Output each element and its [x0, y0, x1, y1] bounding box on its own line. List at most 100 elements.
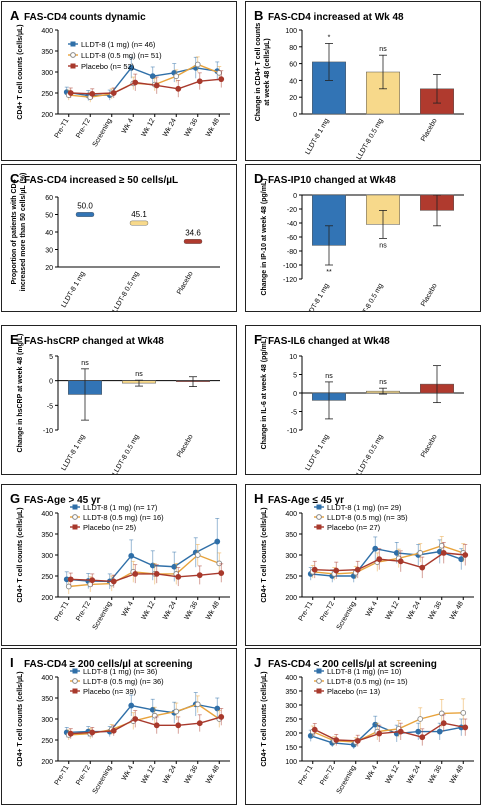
y-tick-label: 5 — [49, 354, 53, 361]
y-tick-label: 10 — [289, 354, 297, 361]
y-tick-label: 200 — [285, 595, 297, 602]
x-tick-label: Placebo — [420, 117, 439, 142]
chart-c: C FAS-CD4 increased ≥ 50 cells/µL 20 30 40 50… — [10, 171, 220, 311]
x-tick-label: LLDT-8 1 mg — [304, 433, 330, 472]
x-tick-label: Wk 12 — [140, 600, 156, 621]
y-tick-label: 200 — [285, 731, 297, 738]
data-point — [175, 722, 182, 729]
x-tick-label: LLDT-8 1 mg — [60, 270, 86, 309]
x-tick-label: Pre-T2 — [75, 600, 92, 622]
data-point — [67, 576, 74, 583]
y-axis-label: CD4+ T cell counts (cells/µL) — [17, 24, 24, 119]
chart-title: FAS-IP10 changed at Wk48 — [268, 175, 396, 186]
data-point — [372, 545, 379, 552]
y-tick-label: 400 — [41, 675, 53, 682]
data-point — [419, 564, 426, 571]
data-point — [440, 720, 447, 727]
panel-letter-b: B — [254, 8, 263, 23]
data-point — [75, 212, 95, 217]
data-point — [196, 78, 203, 85]
x-tick-label: LLDT-8 0.5 mg — [356, 282, 385, 312]
y-tick-label: 200 — [41, 595, 53, 602]
data-point — [417, 550, 424, 556]
data-point — [218, 76, 225, 83]
y-axis-label: Change in CD4+ T cell counts — [255, 23, 262, 122]
significance-label: ** — [326, 269, 332, 276]
x-tick-label: Pre-T2 — [75, 764, 92, 786]
data-point — [128, 552, 135, 559]
data-point — [397, 558, 404, 565]
legend-label: LLDT-8 (1 mg) (n= 29) — [327, 503, 402, 512]
legend-label: LLDT-8 (0.5 mg) (n= 36) — [83, 677, 164, 686]
chart-title: FAS-CD4 increased ≥ 50 cells/µL — [24, 175, 178, 186]
x-tick-label: LLDT-8 1 mg — [304, 282, 330, 312]
chart-title: FAS-Age ≤ 45 yr — [268, 495, 344, 506]
x-tick-label: LLDT-8 1 mg — [304, 117, 330, 156]
y-axis-label: Proportion of patients with CD4 — [11, 179, 18, 284]
x-tick-label: Pre-T2 — [319, 600, 336, 622]
y-tick-label: 100 — [285, 759, 297, 766]
data-point — [438, 542, 445, 549]
y-tick-label: 300 — [285, 553, 297, 560]
legend-marker — [72, 678, 78, 684]
x-tick-label: Placebo — [176, 433, 195, 458]
series-line — [66, 66, 218, 97]
x-tick-label: Wk 4 — [121, 764, 135, 781]
data-point — [110, 578, 117, 585]
y-tick-label: 100 — [285, 28, 297, 35]
y-tick-label: 400 — [285, 675, 297, 682]
y-tick-label: -120 — [283, 277, 297, 284]
legend-marker — [70, 63, 76, 69]
y-axis-label: increased more than 50 cells/µL (%) — [20, 173, 27, 292]
legend-label: Placebo (n= 25) — [83, 523, 137, 532]
x-tick-label: Wk 4 — [365, 764, 379, 781]
legend-label: LLDT-8 (0.5 mg) (n= 51) — [81, 51, 162, 60]
legend-marker — [316, 688, 322, 694]
y-tick-label: 0 — [293, 391, 297, 398]
x-tick-label: Placebo — [420, 282, 439, 307]
x-tick-label: Wk 48 — [205, 764, 221, 785]
x-tick-label: Pre-T2 — [319, 764, 336, 786]
data-label: 34.6 — [185, 228, 201, 237]
series-line — [70, 572, 222, 583]
panel-g: G FAS-Age > 45 yr 200 250 300 350 400 CD4+ T ce… — [1, 484, 237, 646]
significance-label: ns — [379, 242, 387, 249]
x-tick-label: Wk 36 — [427, 600, 443, 621]
y-tick-label: 60 — [289, 62, 297, 69]
data-point — [89, 729, 96, 736]
data-point — [214, 538, 221, 545]
panel-j: J FAS-CD4 < 200 cells/µl at screening 100 1… — [245, 648, 481, 805]
data-label: 45.1 — [131, 210, 147, 219]
legend-label: LLDT-8 (1 mg) (n= 10) — [327, 667, 402, 676]
bar — [312, 194, 346, 246]
data-point — [173, 708, 180, 715]
significance-label: ns — [135, 371, 143, 378]
data-point — [218, 570, 225, 576]
y-tick-label: 50 — [45, 213, 53, 220]
legend-marker — [70, 52, 76, 58]
data-point — [132, 571, 139, 577]
x-tick-label: Pre-T2 — [75, 117, 92, 139]
y-tick-label: 300 — [41, 70, 53, 77]
panel-a: A FAS-CD4 counts dynamic 200 250 300 350 400 CD… — [1, 1, 237, 161]
legend-label: Placebo (n= 39) — [83, 687, 137, 696]
panel-letter-h: H — [254, 491, 263, 506]
data-point — [67, 730, 74, 737]
x-tick-label: Pre-T1 — [54, 764, 71, 786]
legend-label: LLDT-8 (0.5 mg) (n= 35) — [327, 513, 408, 522]
y-tick-label: 250 — [41, 574, 53, 581]
x-tick-label: Wk 4 — [121, 600, 135, 617]
x-tick-label: Wk 48 — [449, 600, 465, 621]
legend-marker — [316, 524, 322, 530]
x-tick-label: Wk 48 — [205, 600, 221, 621]
y-tick-label: -10 — [43, 428, 53, 435]
y-tick-label: 400 — [41, 511, 53, 518]
panel-i: I FAS-CD4 ≥ 200 cells/µl at screening 200 2… — [1, 648, 237, 805]
y-tick-label: 0 — [49, 379, 53, 386]
data-point — [153, 82, 160, 89]
x-tick-label: Screening — [92, 600, 114, 631]
legend-label: LLDT-8 (0.5 mg) (n= 16) — [83, 513, 164, 522]
data-point — [183, 239, 203, 244]
panel-letter-d: D — [254, 171, 263, 186]
y-tick-label: -60 — [287, 235, 297, 242]
